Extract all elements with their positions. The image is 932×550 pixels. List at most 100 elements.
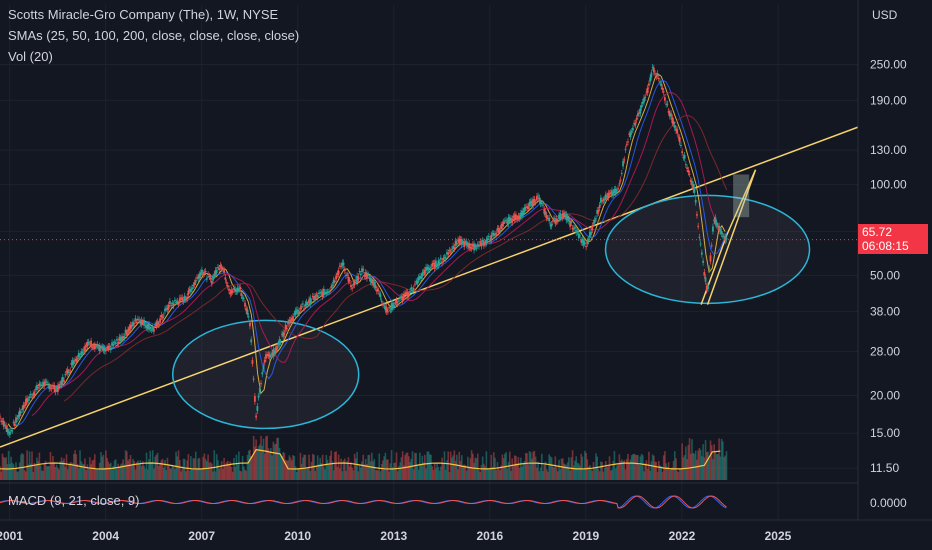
candle-body — [459, 238, 462, 243]
candle-body — [667, 110, 670, 113]
candle-body — [49, 387, 52, 389]
volume-bar — [225, 462, 228, 480]
volume-bar — [38, 452, 41, 480]
volume-bar — [670, 468, 672, 480]
candle-body — [693, 186, 696, 193]
candle-body — [221, 268, 224, 270]
candle-body — [604, 194, 607, 200]
volume-bar — [129, 455, 132, 480]
candle-body — [556, 221, 559, 223]
volume-bar — [584, 450, 586, 480]
volume-bar — [15, 462, 17, 480]
candle-body — [426, 266, 429, 270]
candle-body — [528, 201, 531, 207]
candle-body — [698, 236, 701, 238]
volume-indicator-label[interactable]: Vol (20) — [8, 49, 53, 64]
volume-bar — [517, 456, 520, 480]
volume-bar — [127, 460, 129, 480]
volume-bar — [114, 459, 117, 480]
volume-bar — [252, 435, 255, 480]
volume-bar — [511, 458, 514, 480]
volume-bar — [21, 453, 23, 480]
candle-body — [574, 226, 576, 229]
volume-bar — [484, 466, 486, 480]
volume-bar — [457, 469, 459, 480]
candle-body — [416, 280, 419, 285]
candle-body — [402, 294, 405, 299]
candle-body — [320, 292, 323, 294]
candle-body — [129, 324, 132, 329]
candle-body — [329, 290, 331, 292]
candle-body — [686, 167, 688, 169]
volume-bar — [316, 455, 319, 480]
candle-body — [74, 359, 77, 362]
candle-body — [684, 164, 687, 166]
candle-body — [630, 131, 633, 133]
candle-body — [517, 215, 520, 219]
volume-bar — [387, 459, 389, 480]
candle-body — [36, 385, 38, 390]
candle-body — [433, 262, 436, 269]
volume-bar — [358, 464, 361, 480]
volume-bar — [18, 462, 21, 480]
candle-body — [113, 342, 116, 344]
candle-body — [230, 289, 233, 294]
candle-body — [677, 136, 680, 138]
volume-bar — [146, 469, 149, 480]
x-tick-label: 2004 — [92, 529, 119, 543]
volume-bar — [91, 460, 94, 480]
candle-body — [347, 277, 350, 282]
volume-bar — [121, 463, 123, 480]
volume-bar — [59, 461, 62, 480]
candle-body — [60, 380, 63, 386]
volume-bar — [139, 460, 142, 480]
volume-bar — [61, 460, 64, 480]
volume-bar — [330, 450, 333, 480]
volume-bar — [660, 466, 663, 480]
candle-body — [233, 288, 235, 291]
candle-body — [279, 341, 282, 343]
volume-bar — [263, 453, 266, 480]
candle-body — [492, 233, 495, 236]
candle-body — [138, 319, 141, 321]
x-tick-label: 2010 — [284, 529, 311, 543]
candle-body — [401, 296, 404, 301]
candle-body — [436, 266, 439, 268]
candle-body — [533, 198, 536, 203]
volume-bar — [133, 461, 136, 480]
candle-body — [697, 225, 700, 227]
volume-bar — [346, 461, 349, 480]
volume-bar — [49, 452, 52, 480]
volume-bar — [645, 460, 648, 480]
candle-body — [644, 96, 647, 98]
candle-body — [453, 247, 456, 250]
volume-bar — [497, 468, 500, 480]
candle-body — [239, 286, 242, 290]
bar-countdown: 06:08:15 — [862, 239, 909, 253]
volume-bar — [112, 465, 115, 480]
volume-bar — [495, 470, 498, 480]
candle-body — [632, 127, 634, 131]
candle-body — [42, 381, 44, 387]
volume-bar — [366, 464, 368, 480]
volume-bar — [203, 453, 206, 480]
candle-body — [571, 227, 574, 230]
sma-indicator-label[interactable]: SMAs (25, 50, 100, 200, close, close, cl… — [8, 28, 300, 43]
macd-indicator-label[interactable]: MACD (9, 21, close, 9) — [8, 493, 140, 508]
candle-body — [361, 268, 363, 272]
volume-bar — [243, 466, 245, 480]
volume-bar — [84, 458, 86, 480]
candle-body — [287, 321, 290, 325]
volume-bar — [703, 457, 706, 480]
volume-bar — [231, 471, 234, 480]
candle-body — [592, 222, 595, 224]
volume-bar — [351, 467, 353, 480]
volume-bar — [456, 454, 458, 480]
candle-body — [164, 308, 166, 312]
candle-body — [391, 303, 394, 309]
volume-bar — [206, 461, 208, 480]
volume-bar — [228, 465, 230, 480]
volume-bar — [428, 454, 431, 480]
volume-bar — [394, 462, 397, 480]
